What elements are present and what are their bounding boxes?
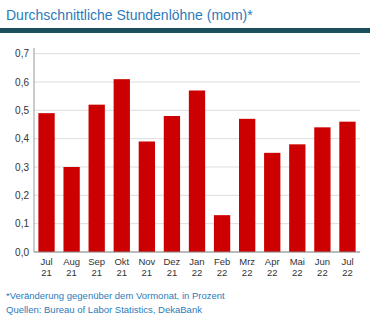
bar [139, 142, 155, 253]
footnote: *Veränderung gegenüber dem Vormonat, in … [6, 290, 225, 301]
footnote: Quellen: Bureau of Labor Statistics, Dek… [6, 304, 202, 315]
x-tick-label: Mrz22 [239, 256, 255, 278]
x-tick-label: Aug21 [63, 256, 80, 278]
x-tick-label: Feb22 [214, 256, 230, 278]
y-axis-line [34, 48, 35, 252]
y-tick-label: 0,7 [15, 48, 29, 59]
chart-svg: Durchschnittliche Stundenlöhne (mom)* 0,0… [0, 0, 370, 328]
bar [264, 153, 280, 252]
bars [38, 79, 355, 252]
grid-line [34, 252, 360, 253]
title: Durchschnittliche Stundenlöhne (mom)* [6, 7, 253, 23]
grid-line [34, 82, 360, 83]
bar [289, 144, 305, 252]
x-tick-label: Sep21 [88, 256, 105, 278]
y-tick-label: 0,0 [15, 247, 29, 258]
x-tick-label: Jun22 [315, 256, 330, 278]
x-tick-label: Jul22 [341, 256, 353, 278]
y-tick-label: 0,5 [15, 105, 29, 116]
y-tick-label: 0,1 [15, 218, 29, 229]
x-tick-label: Jan22 [189, 256, 204, 278]
y-tick-label: 0,2 [15, 190, 29, 201]
bar [38, 113, 54, 252]
bar [314, 127, 330, 252]
bar [214, 215, 230, 252]
bar [189, 91, 205, 253]
x-tick-label: Jul21 [40, 256, 52, 278]
x-tick-label: Mai22 [290, 256, 305, 278]
bar [114, 79, 130, 252]
x-tick-label: Apr22 [265, 256, 280, 278]
bar [164, 116, 180, 252]
x-tick-label: Nov21 [138, 256, 155, 278]
y-tick-label: 0,3 [15, 162, 29, 173]
bar [63, 167, 79, 252]
chart-container: Durchschnittliche Stundenlöhne (mom)* 0,0… [0, 0, 370, 328]
bar [239, 119, 255, 252]
y-tick-label: 0,6 [15, 77, 29, 88]
x-tick-label: Okt21 [114, 256, 129, 278]
bar [339, 122, 355, 252]
bar [89, 105, 105, 252]
y-tick-label: 0,4 [15, 133, 29, 144]
x-axis-line [34, 252, 360, 253]
x-tick-label: Dez21 [163, 256, 180, 278]
header-bar [0, 28, 370, 33]
grid-line [34, 53, 360, 54]
